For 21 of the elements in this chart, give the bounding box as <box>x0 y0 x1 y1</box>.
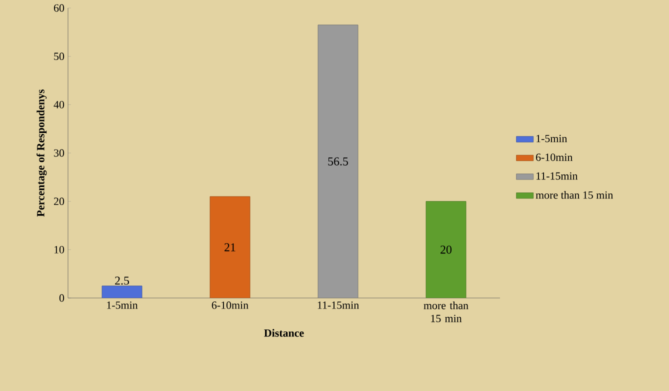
y-tick-label: 20 <box>54 198 64 206</box>
legend-label: more than 15 min <box>536 191 613 199</box>
y-tick-label: 30 <box>54 149 64 157</box>
x-tick-label: 11-15min <box>318 302 359 309</box>
data-label: 2.5 <box>115 276 130 285</box>
x-tick-label: 6-10min <box>212 302 248 309</box>
y-tick-label: 50 <box>54 52 64 60</box>
y-axis-title: Percentage of Respondenys <box>36 89 47 217</box>
legend-label: 11-15min <box>536 172 578 180</box>
data-label: 56.5 <box>328 157 348 166</box>
y-tick-label: 60 <box>54 4 64 12</box>
data-label: 20 <box>440 246 452 254</box>
x-axis-title: Distance <box>264 329 304 337</box>
data-label: 21 <box>224 243 236 252</box>
y-tick-label: 10 <box>54 246 64 254</box>
y-tick-label: 40 <box>54 100 64 108</box>
y-tick-label: 0 <box>59 294 64 302</box>
legend-label: 6-10min <box>536 154 573 161</box>
legend-label: 1-5min <box>536 134 568 142</box>
x-tick-label: more than 15 min <box>424 302 468 322</box>
x-tick-label: 1-5min <box>107 302 138 309</box>
